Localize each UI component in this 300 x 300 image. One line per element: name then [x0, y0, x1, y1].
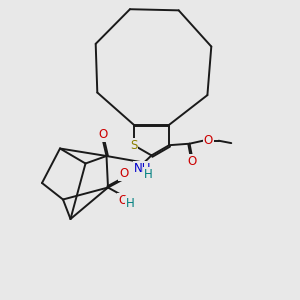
- Text: H: H: [125, 197, 134, 210]
- Text: O: O: [118, 194, 127, 207]
- Text: NH: NH: [134, 161, 151, 175]
- Text: O: O: [98, 128, 107, 142]
- Text: O: O: [187, 155, 196, 168]
- Text: H: H: [143, 168, 152, 181]
- Text: O: O: [119, 167, 128, 180]
- Text: O: O: [204, 134, 213, 147]
- Text: S: S: [130, 139, 137, 152]
